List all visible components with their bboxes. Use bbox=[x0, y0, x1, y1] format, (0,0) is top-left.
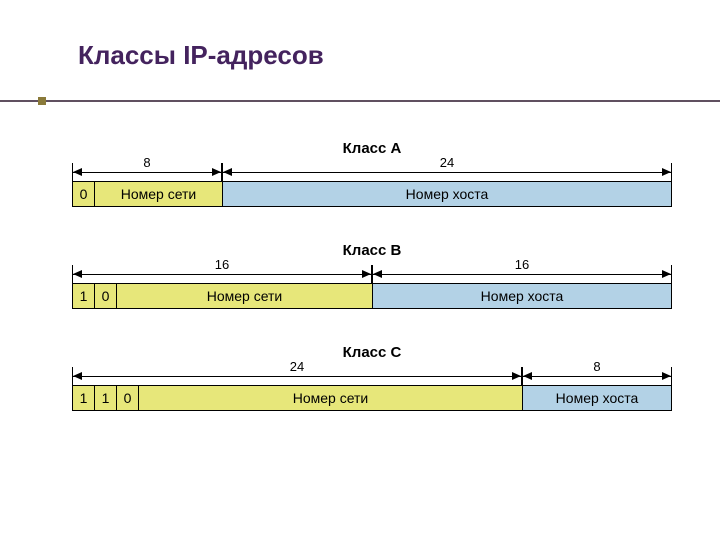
prefix-bit-cell: 0 bbox=[73, 182, 95, 206]
dim-arrow-left-icon bbox=[73, 270, 82, 278]
dim-arrow-right-icon bbox=[662, 168, 671, 176]
dim-line bbox=[72, 376, 522, 377]
class-label: Класс B bbox=[72, 242, 672, 259]
address-bar: 10Номер сетиНомер хоста bbox=[72, 283, 672, 309]
dim-arrow-left-icon bbox=[73, 168, 82, 176]
dimension-span: 24 bbox=[72, 363, 522, 385]
class-group-0: Класс A8240Номер сетиНомер хоста bbox=[72, 140, 672, 207]
dim-arrow-right-icon bbox=[362, 270, 371, 278]
address-bar: 0Номер сетиНомер хоста bbox=[72, 181, 672, 207]
host-cell: Номер хоста bbox=[373, 284, 671, 308]
class-group-2: Класс C248110Номер сетиНомер хоста bbox=[72, 344, 672, 411]
dim-arrow-left-icon bbox=[223, 168, 232, 176]
dimension-row: 1616 bbox=[72, 261, 672, 283]
page-title: Классы IP-адресов bbox=[78, 40, 324, 71]
address-bar: 110Номер сетиНомер хоста bbox=[72, 385, 672, 411]
host-cell: Номер хоста bbox=[223, 182, 671, 206]
dimension-row: 824 bbox=[72, 159, 672, 181]
dim-arrow-right-icon bbox=[662, 270, 671, 278]
dim-value: 16 bbox=[513, 257, 531, 272]
dim-arrow-left-icon bbox=[373, 270, 382, 278]
dim-value: 16 bbox=[213, 257, 231, 272]
dim-line bbox=[222, 172, 672, 173]
dimension-row: 248 bbox=[72, 363, 672, 385]
dim-value: 24 bbox=[288, 359, 306, 374]
dim-value: 8 bbox=[141, 155, 152, 170]
dim-line bbox=[72, 172, 222, 173]
dim-value: 24 bbox=[438, 155, 456, 170]
dimension-span: 16 bbox=[372, 261, 672, 283]
network-cell: Номер сети bbox=[117, 284, 373, 308]
dim-arrow-right-icon bbox=[512, 372, 521, 380]
dim-line bbox=[72, 274, 372, 275]
host-cell: Номер хоста bbox=[523, 386, 671, 410]
dim-arrow-right-icon bbox=[662, 372, 671, 380]
dim-arrow-left-icon bbox=[523, 372, 532, 380]
prefix-bit-cell: 1 bbox=[73, 284, 95, 308]
dimension-span: 8 bbox=[522, 363, 672, 385]
dimension-span: 24 bbox=[222, 159, 672, 181]
class-label: Класс A bbox=[72, 140, 672, 157]
title-underline bbox=[0, 100, 720, 102]
dim-arrow-right-icon bbox=[212, 168, 221, 176]
prefix-bit-cell: 1 bbox=[95, 386, 117, 410]
class-group-1: Класс B161610Номер сетиНомер хоста bbox=[72, 242, 672, 309]
dim-value: 8 bbox=[591, 359, 602, 374]
title-bullet bbox=[38, 97, 46, 105]
dimension-span: 8 bbox=[72, 159, 222, 181]
dim-line bbox=[372, 274, 672, 275]
class-label: Класс C bbox=[72, 344, 672, 361]
dimension-span: 16 bbox=[72, 261, 372, 283]
network-cell: Номер сети bbox=[95, 182, 223, 206]
dim-arrow-left-icon bbox=[73, 372, 82, 380]
prefix-bit-cell: 1 bbox=[73, 386, 95, 410]
dim-line bbox=[522, 376, 672, 377]
network-cell: Номер сети bbox=[139, 386, 523, 410]
prefix-bit-cell: 0 bbox=[95, 284, 117, 308]
prefix-bit-cell: 0 bbox=[117, 386, 139, 410]
